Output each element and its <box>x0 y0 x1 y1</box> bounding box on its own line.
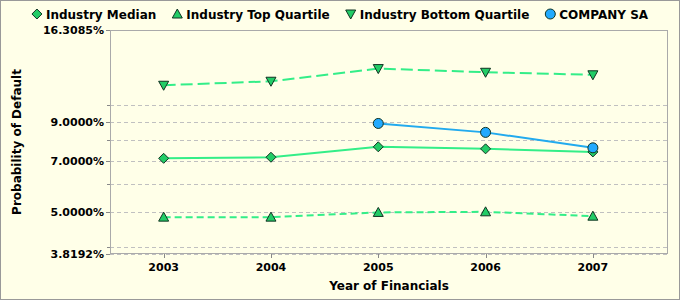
legend: Industry Median Industry Top Quartile Indu… <box>32 8 649 22</box>
grid-line <box>110 105 668 106</box>
point <box>159 153 169 163</box>
grid-line <box>110 247 668 248</box>
tick <box>486 254 487 258</box>
point <box>373 118 383 128</box>
x-axis-title: Year of Financials <box>328 279 449 293</box>
tick-label: 2003 <box>148 261 179 274</box>
point <box>159 212 169 221</box>
x-axis: 2003 2004 2005 2006 2007 <box>148 254 608 274</box>
tick-label: 16.3085% <box>43 24 104 37</box>
y-axis: 3.8192% 5.0000% 7.0000% 9.0000% 16.3085% <box>43 24 110 261</box>
point <box>481 207 491 216</box>
point <box>373 142 383 152</box>
tick <box>106 212 110 213</box>
tick-label: 9.0000% <box>51 116 104 129</box>
tick <box>593 254 594 258</box>
point <box>266 152 276 162</box>
tick <box>107 105 110 106</box>
point <box>481 68 491 77</box>
point <box>266 212 276 221</box>
legend-marker <box>172 9 182 18</box>
tick-label: 2004 <box>256 261 287 274</box>
grid-line <box>110 254 668 255</box>
tick-label: 5.0000% <box>51 206 104 219</box>
legend-marker <box>32 9 42 19</box>
tick <box>107 140 110 141</box>
chart: 3.8192% 5.0000% 7.0000% 9.0000% 16.3085% 2003… <box>0 0 680 300</box>
tick <box>106 254 110 255</box>
tick <box>107 247 110 248</box>
tick <box>106 122 110 123</box>
tick <box>107 184 110 185</box>
legend-label: Industry Top Quartile <box>186 8 329 22</box>
tick <box>271 254 272 258</box>
tick-label: 7.0000% <box>51 155 104 168</box>
legend-label: Industry Bottom Quartile <box>360 8 530 22</box>
point <box>588 143 598 153</box>
point <box>588 71 598 80</box>
y-axis-title: Probability of Default <box>10 69 24 215</box>
legend-label: COMPANY SA <box>559 8 648 22</box>
legend-marker <box>545 9 555 19</box>
tick <box>378 254 379 258</box>
grid-line <box>110 140 668 141</box>
tick <box>106 30 110 31</box>
tick-label: 2006 <box>470 261 501 274</box>
point <box>373 65 383 74</box>
legend-marker <box>346 10 356 19</box>
tick-label: 2005 <box>363 261 394 274</box>
tick-label: 2007 <box>578 261 609 274</box>
point <box>588 211 598 220</box>
plot-frame <box>111 31 668 254</box>
grid <box>110 31 668 255</box>
tick <box>106 161 110 162</box>
grid-line <box>110 122 668 123</box>
grid-line <box>110 184 668 185</box>
legend-label: Industry Median <box>46 8 156 22</box>
tick <box>164 254 165 258</box>
point <box>266 77 276 86</box>
point <box>481 127 491 137</box>
plot-data <box>159 65 598 222</box>
point <box>159 81 169 90</box>
tick-label: 3.8192% <box>51 248 104 261</box>
point <box>373 207 383 216</box>
point <box>481 144 491 154</box>
background <box>1 1 680 300</box>
grid-line <box>110 161 668 162</box>
